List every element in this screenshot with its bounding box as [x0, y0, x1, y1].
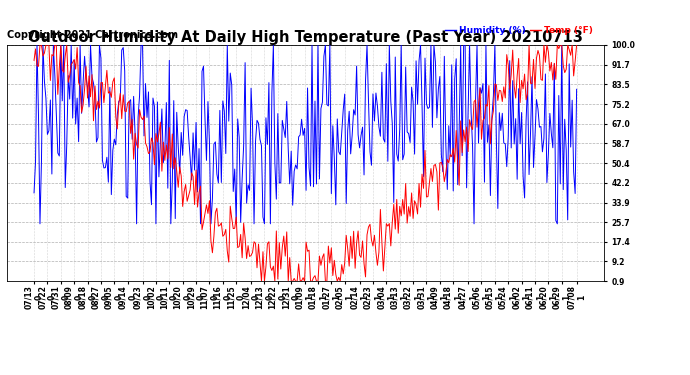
- Text: Copyright 2021 Cartronics.com: Copyright 2021 Cartronics.com: [7, 30, 178, 40]
- Legend: Humidity (%), Temp (°F): Humidity (%), Temp (°F): [442, 22, 596, 39]
- Title: Outdoor Humidity At Daily High Temperature (Past Year) 20210713: Outdoor Humidity At Daily High Temperatu…: [28, 30, 583, 45]
